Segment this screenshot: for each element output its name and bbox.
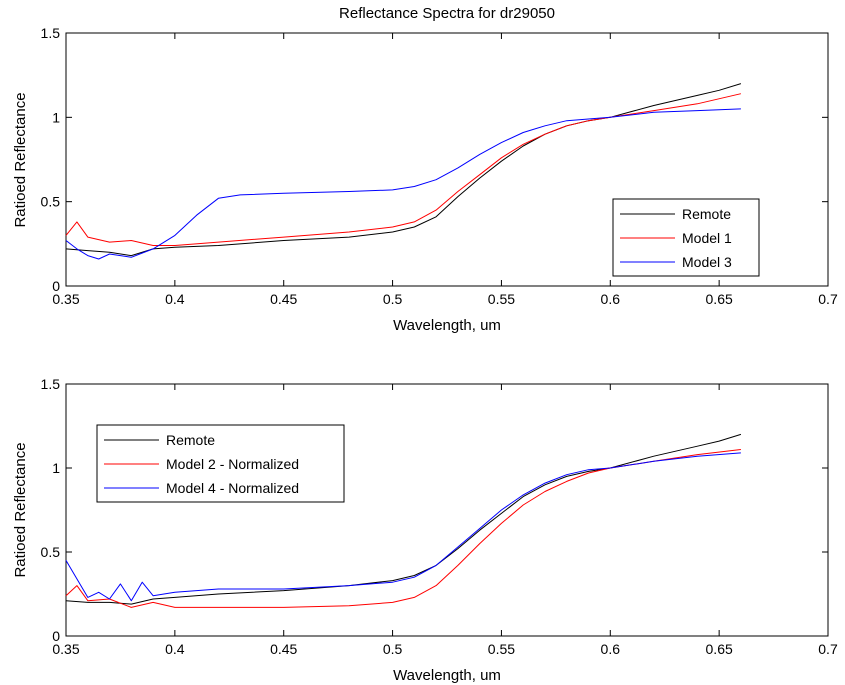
top-plot-y-tick-label: 1 <box>52 109 60 125</box>
top-plot-y-axis-label: Ratioed Reflectance <box>12 92 29 227</box>
top-plot-y-tick-label: 1.5 <box>41 25 61 41</box>
bottom-plot-x-tick-label: 0.45 <box>270 641 297 657</box>
bottom-plot-x-tick-label: 0.35 <box>52 641 79 657</box>
top-plot-x-tick-label: 0.65 <box>706 291 733 307</box>
top-plot-x-tick-label: 0.6 <box>601 291 621 307</box>
top-plot-x-tick-label: 0.5 <box>383 291 403 307</box>
bottom-plot-legend-label-3: Model 4 - Normalized <box>166 480 299 496</box>
top-plot-legend-label-1: Remote <box>682 206 731 222</box>
bottom-plot-x-tick-label: 0.55 <box>488 641 515 657</box>
bottom-plot-series-line-1 <box>65 433 742 605</box>
bottom-plot-legend-label-2: Model 2 - Normalized <box>166 456 299 472</box>
bottom-plot-legend-label-1: Remote <box>166 432 215 448</box>
top-plot-legend: Remote Model 1 Model 3 <box>612 198 760 277</box>
bottom-plot-legend: Remote Model 2 - Normalized Model 4 - Norm… <box>96 424 345 503</box>
top-plot-series-line-3 <box>65 108 741 260</box>
top-plot-y-tick-label: 0.5 <box>41 194 61 210</box>
top-plot-legend-label-2: Model 1 <box>682 230 732 246</box>
top-plot-x-tick-label: 0.45 <box>270 291 297 307</box>
bottom-plot-series-line-2 <box>65 449 741 608</box>
bottom-plot-axes-box <box>65 383 829 637</box>
top-plot-legend-label-3: Model 3 <box>682 254 732 270</box>
bottom-plot-x-tick-label: 0.7 <box>818 641 838 657</box>
top-plot-x-tick-label: 0.35 <box>52 291 79 307</box>
bottom-plot-x-axis-label: Wavelength, um <box>393 667 501 684</box>
top-plot-x-tick-label: 0.55 <box>488 291 515 307</box>
bottom-plot-y-axis-label: Ratioed Reflectance <box>12 442 29 577</box>
top-plot-series-line-2 <box>65 93 742 246</box>
bottom-plot-x-tick-label: 0.6 <box>601 641 621 657</box>
bottom-plot-series-line-3 <box>65 452 741 602</box>
bottom-plot-y-tick-label: 1 <box>52 460 60 476</box>
top-plot-x-tick-label: 0.4 <box>165 291 185 307</box>
top-plot-x-tick-label: 0.7 <box>818 291 838 307</box>
bottom-plot-x-tick-label: 0.65 <box>706 641 733 657</box>
bottom-plot-y-tick-label: 0 <box>52 628 60 644</box>
bottom-plot-x-tick-label: 0.5 <box>383 641 403 657</box>
top-plot-title: Reflectance Spectra for dr29050 <box>339 5 555 22</box>
bottom-plot-y-tick-label: 1.5 <box>41 376 61 392</box>
top-plot-x-axis-label: Wavelength, um <box>393 317 501 334</box>
top-plot-y-tick-label: 0 <box>52 278 60 294</box>
bottom-plot-x-tick-label: 0.4 <box>165 641 185 657</box>
top-plot: Reflectance Spectra for dr29050 0.35 0.4 0… <box>12 5 838 334</box>
bottom-plot: 0.35 0.4 0.45 0.5 0.55 0.6 0.65 0.7 0 0.5 1 1.5 Wav… <box>12 376 838 684</box>
bottom-plot-y-tick-label: 0.5 <box>41 544 61 560</box>
